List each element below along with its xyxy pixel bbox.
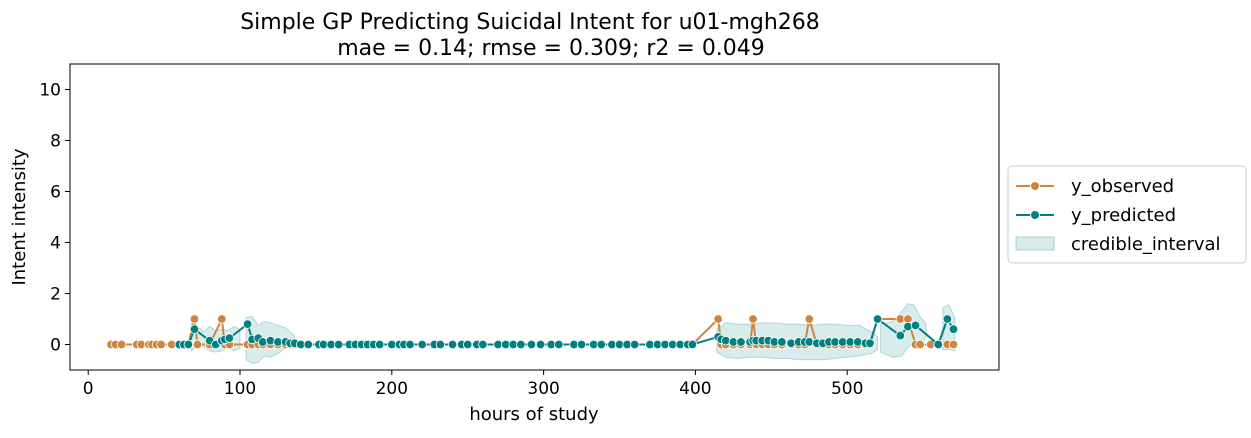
predicted-point [478,339,488,350]
observed-point [804,314,814,324]
y-tick-label: 6 [50,183,61,203]
observed-point [116,339,127,350]
predicted-point [405,339,415,350]
plot-frame [69,63,1000,371]
predicted-point [447,339,458,350]
legend-predicted-label: y_predicted [1071,205,1176,226]
predicted-point [463,339,473,350]
observed-point [915,339,925,350]
predicted-point [865,338,875,348]
predicted-point [687,339,698,350]
chart-subtitle: mae = 0.14; rmse = 0.309; r2 = 0.049 [337,36,765,61]
predicted-point [242,319,253,329]
legend: y_observed y_predicted credible_interval [1007,165,1247,264]
predicted-point [872,314,883,324]
observed-point [192,339,203,350]
predicted-point [374,339,385,350]
predicted-point [303,339,314,350]
chart-title: Simple GP Predicting Suicidal Intent for… [240,10,820,35]
predicted-point [596,339,606,350]
predicted-point [435,339,446,350]
predicted-point [942,314,953,324]
legend-frame [1007,165,1247,264]
y-axis-label: Intent intensity [9,148,30,285]
predicted-point [853,337,863,347]
predicted-point [736,337,746,347]
predicted-point [933,339,943,350]
x-tick-label: 100 [224,379,256,399]
legend-observed-marker [1030,181,1040,191]
observed-point [948,339,959,350]
predicted-point [721,335,731,346]
predicted-point [535,339,546,350]
predicted-point [804,337,814,347]
predicted-point [948,324,959,334]
observed-point [217,314,227,324]
y-axis: 0 2 4 6 8 10 [39,81,70,356]
x-tick-label: 300 [527,379,559,399]
x-axis-label: hours of study [469,404,599,425]
predicted-point [526,339,537,350]
x-tick-label: 0 [83,379,94,399]
y-tick-label: 8 [50,132,61,152]
plot-area [106,303,959,365]
legend-predicted-marker [1030,210,1040,220]
predicted-point [516,339,526,350]
legend-observed-label: y_observed [1071,176,1174,197]
observed-point [156,339,166,350]
observed-point [713,314,723,324]
legend-credible-interval-patch [1015,236,1055,251]
predicted-point [333,339,344,350]
predicted-point [189,324,200,334]
predicted-point [629,339,640,350]
predicted-point [777,337,787,347]
legend-credible-interval-label: credible_interval [1071,234,1221,255]
predicted-point [183,339,194,350]
y-tick-label: 0 [50,336,61,356]
x-tick-label: 200 [376,379,408,399]
predicted-point [786,338,796,348]
predicted-point [910,320,921,331]
observed-point [189,314,200,324]
predicted-point [903,321,913,332]
y-tick-label: 2 [50,285,61,305]
predicted-point [417,339,427,350]
y-tick-label: 10 [39,81,61,101]
x-tick-label: 400 [679,379,711,399]
predicted-point [258,337,268,347]
x-tick-label: 500 [831,379,863,399]
predicted-point [895,330,906,341]
predicted-point [224,333,235,343]
predicted-point [554,339,564,350]
predicted-point [265,335,276,346]
observed-point [748,314,758,324]
predicted-point [576,339,587,350]
y-tick-label: 4 [50,234,61,254]
x-axis: 0 100 200 300 400 500 [83,370,863,399]
